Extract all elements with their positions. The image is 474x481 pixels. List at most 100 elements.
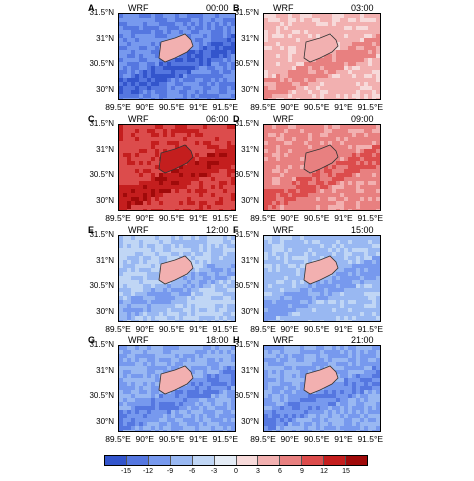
- heatmap-cell: [272, 14, 276, 18]
- heatmap-cell: [300, 145, 304, 149]
- heatmap-cell: [364, 280, 368, 284]
- heatmap-cell: [123, 98, 127, 99]
- heatmap-cell: [292, 70, 296, 74]
- heatmap-cell: [360, 378, 364, 382]
- heatmap-cell: [159, 129, 163, 133]
- heatmap-cell: [308, 362, 312, 366]
- heatmap-cell: [276, 125, 280, 129]
- heatmap-cell: [284, 86, 288, 90]
- heatmap-cell: [352, 90, 356, 94]
- heatmap-cell: [147, 86, 151, 90]
- heatmap-cell: [328, 54, 332, 58]
- heatmap-cell: [135, 260, 139, 264]
- heatmap-cell: [376, 201, 380, 205]
- heatmap-cell: [171, 414, 175, 418]
- heatmap-cell: [360, 264, 364, 268]
- heatmap-cell: [183, 300, 187, 304]
- heatmap-cell: [324, 244, 328, 248]
- heatmap-cell: [207, 78, 211, 82]
- heatmap-cell: [316, 98, 320, 99]
- heatmap-cell: [276, 201, 280, 205]
- heatmap-cell: [127, 390, 131, 394]
- heatmap-cell: [215, 236, 219, 240]
- heatmap-cell: [288, 70, 292, 74]
- heatmap-cell: [332, 70, 336, 74]
- heatmap-cell: [223, 382, 227, 386]
- heatmap-cell: [376, 346, 380, 350]
- heatmap-cell: [368, 181, 372, 185]
- heatmap-cell: [304, 14, 308, 18]
- heatmap-cell: [135, 252, 139, 256]
- heatmap-cell: [344, 201, 348, 205]
- heatmap-cell: [340, 18, 344, 22]
- heatmap-cell: [171, 362, 175, 366]
- heatmap-cell: [264, 374, 268, 378]
- heatmap-cell: [139, 276, 143, 280]
- heatmap-cell: [300, 90, 304, 94]
- heatmap-cell: [131, 173, 135, 177]
- heatmap-cell: [215, 316, 219, 320]
- heatmap-cell: [135, 276, 139, 280]
- heatmap-cell: [123, 430, 127, 431]
- heatmap-cell: [360, 256, 364, 260]
- heatmap-cell: [231, 70, 235, 74]
- heatmap-cell: [227, 280, 231, 284]
- heatmap-cell: [288, 165, 292, 169]
- heatmap-cell: [155, 378, 159, 382]
- heatmap-cell: [203, 252, 207, 256]
- heatmap-cell: [171, 94, 175, 98]
- heatmap-cell: [352, 308, 356, 312]
- heatmap-cell: [284, 296, 288, 300]
- heatmap-cell: [344, 141, 348, 145]
- heatmap-cell: [191, 193, 195, 197]
- heatmap-cell: [119, 169, 123, 173]
- heatmap-cell: [352, 18, 356, 22]
- heatmap-cell: [143, 14, 147, 18]
- heatmap-cell: [280, 272, 284, 276]
- heatmap-cell: [272, 129, 276, 133]
- heatmap-cell: [235, 205, 236, 209]
- heatmap-cell: [328, 30, 332, 34]
- heatmap-cell: [155, 137, 159, 141]
- heatmap-cell: [364, 197, 368, 201]
- heatmap-cell: [272, 141, 276, 145]
- heatmap-cell: [219, 90, 223, 94]
- heatmap-cell: [376, 30, 380, 34]
- heatmap-cell: [227, 42, 231, 46]
- heatmap-cell: [284, 30, 288, 34]
- heatmap-cell: [151, 18, 155, 22]
- heatmap-cell: [316, 366, 320, 370]
- heatmap-cell: [364, 374, 368, 378]
- heatmap-cell: [139, 382, 143, 386]
- heatmap-cell: [372, 272, 376, 276]
- heatmap-cell: [123, 185, 127, 189]
- heatmap-cell: [119, 422, 123, 426]
- heatmap-cell: [207, 26, 211, 30]
- heatmap-cell: [207, 288, 211, 292]
- heatmap-cell: [199, 42, 203, 46]
- heatmap-cell: [296, 248, 300, 252]
- heatmap-cell: [127, 66, 131, 70]
- heatmap-cell: [119, 58, 123, 62]
- heatmap-cell: [123, 276, 127, 280]
- heatmap-cell: [352, 185, 356, 189]
- heatmap-cell: [155, 426, 159, 430]
- heatmap-cell: [336, 244, 340, 248]
- heatmap-cell: [340, 90, 344, 94]
- heatmap-cell: [167, 209, 171, 210]
- heatmap-cell: [320, 74, 324, 78]
- heatmap-cell: [356, 82, 360, 86]
- heatmap-cell: [167, 248, 171, 252]
- heatmap-cell: [179, 14, 183, 18]
- heatmap-cell: [308, 358, 312, 362]
- heatmap-cell: [207, 418, 211, 422]
- heatmap-cell: [211, 137, 215, 141]
- heatmap-cell: [119, 288, 123, 292]
- heatmap-cell: [284, 66, 288, 70]
- heatmap-cell: [292, 129, 296, 133]
- heatmap-cell: [296, 366, 300, 370]
- heatmap-cell: [159, 406, 163, 410]
- heatmap-cell: [340, 54, 344, 58]
- heatmap-cell: [191, 189, 195, 193]
- heatmap-cell: [223, 264, 227, 268]
